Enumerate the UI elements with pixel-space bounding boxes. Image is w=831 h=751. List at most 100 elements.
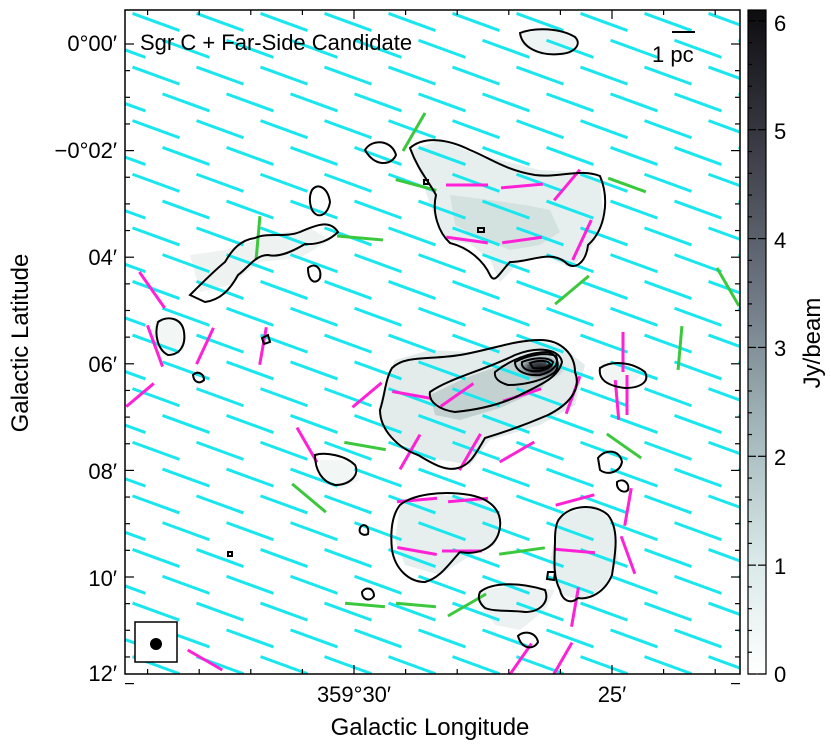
field-vector xyxy=(395,601,437,609)
field-vector xyxy=(515,119,565,140)
field-vector xyxy=(259,387,309,408)
field-vector xyxy=(131,494,181,515)
field-vector xyxy=(417,628,467,649)
field-vector xyxy=(353,360,403,381)
field-vector xyxy=(609,38,659,59)
field-vector xyxy=(707,65,740,81)
field-vector xyxy=(715,267,740,307)
field-vector xyxy=(571,219,593,261)
field-vector xyxy=(773,496,820,513)
field-vector xyxy=(131,65,181,86)
field-vector xyxy=(451,65,501,86)
field-vector xyxy=(707,440,740,456)
emission-region xyxy=(600,360,642,388)
field-vector xyxy=(259,601,309,622)
field-vector xyxy=(554,547,596,555)
field-vector xyxy=(451,226,501,247)
field-vector xyxy=(773,603,820,620)
field-vector xyxy=(353,253,403,274)
field-vector xyxy=(387,548,437,568)
contour-line xyxy=(191,371,206,384)
field-vector xyxy=(259,280,309,300)
chart-title: Sgr C + Far-Side Candidate xyxy=(140,30,412,55)
field-vector xyxy=(323,655,373,674)
field-vector xyxy=(579,387,629,408)
field-vector xyxy=(225,628,275,649)
field-vector xyxy=(195,387,245,408)
field-vector xyxy=(552,641,574,674)
field-vector xyxy=(323,494,373,515)
contour-line xyxy=(477,583,548,614)
y-tick-label: 06′ xyxy=(88,352,117,377)
x-axis-tick-labels: 359°30′ 25′ xyxy=(317,682,626,707)
field-vector xyxy=(579,12,629,32)
y-tick-label: 0°00′ xyxy=(67,31,117,56)
field-vector xyxy=(401,112,427,152)
contour-line xyxy=(358,524,370,536)
field-vector xyxy=(609,253,659,274)
field-vector xyxy=(289,306,339,327)
field-vector xyxy=(353,628,403,649)
field-vector xyxy=(481,467,531,488)
contour-line xyxy=(598,362,648,390)
field-vector xyxy=(161,306,211,327)
field-vector xyxy=(259,494,309,515)
field-vector xyxy=(289,574,339,595)
field-vector xyxy=(773,389,820,406)
scale-bar-label: 1 pc xyxy=(652,42,694,67)
field-vector xyxy=(579,119,629,140)
field-vector xyxy=(445,235,489,245)
field-vector xyxy=(609,92,659,113)
field-vector xyxy=(451,440,501,461)
field-vector xyxy=(673,92,723,113)
y-tick-label: 10′ xyxy=(88,566,117,591)
colorbar-tick-label: 0 xyxy=(774,662,786,687)
field-vector xyxy=(417,574,467,595)
field-vector xyxy=(225,574,275,595)
field-vector xyxy=(353,414,403,434)
field-vector xyxy=(225,146,275,166)
emission-region xyxy=(190,228,330,292)
field-vector xyxy=(387,280,437,300)
field-vector xyxy=(607,176,647,194)
field-vector xyxy=(417,146,467,166)
field-vector xyxy=(579,226,629,247)
field-vector xyxy=(515,440,565,461)
field-vector xyxy=(643,333,693,354)
field-vector xyxy=(643,601,693,622)
field-vector xyxy=(295,426,319,464)
field-vector xyxy=(259,548,309,568)
field-vector xyxy=(515,65,565,86)
field-vector xyxy=(707,601,740,617)
field-vector xyxy=(387,655,437,674)
plot-frame xyxy=(124,9,741,675)
field-vector xyxy=(417,306,467,327)
field-vector xyxy=(131,440,181,461)
field-vector xyxy=(225,521,275,542)
field-vector xyxy=(323,601,373,622)
field-vector xyxy=(195,327,215,365)
field-vector xyxy=(515,12,565,32)
field-vector xyxy=(259,65,309,86)
contour-line xyxy=(428,348,564,414)
contour-line xyxy=(227,551,233,557)
field-vector xyxy=(643,387,693,408)
field-vector xyxy=(195,172,245,193)
field-vector xyxy=(498,440,536,464)
field-vector xyxy=(545,306,595,327)
field-vector xyxy=(125,423,147,434)
field-vector xyxy=(579,172,629,193)
x-tick-label: 359°30′ xyxy=(317,682,391,707)
field-vector xyxy=(515,387,565,408)
y-tick-label: −0°02′ xyxy=(55,138,117,163)
field-vector xyxy=(259,440,309,461)
field-vector xyxy=(643,655,693,674)
field-vector xyxy=(500,182,544,190)
field-vector xyxy=(417,92,467,113)
field-vector xyxy=(451,333,501,354)
x-tick-label: 25′ xyxy=(598,682,627,707)
field-vector xyxy=(387,601,437,622)
field-vector xyxy=(353,92,403,113)
field-vector xyxy=(259,226,309,247)
